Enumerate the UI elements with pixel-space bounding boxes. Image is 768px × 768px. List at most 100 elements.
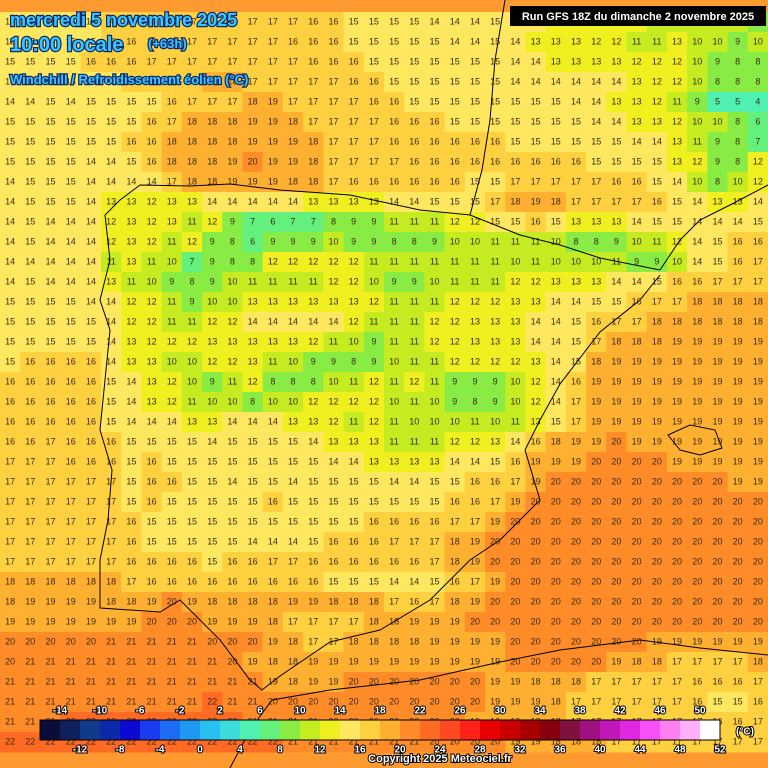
- cell-value: 19: [611, 656, 621, 666]
- cell-value: 19: [611, 356, 621, 366]
- cell: [646, 112, 668, 133]
- cell-value: 15: [106, 376, 116, 386]
- cell: [20, 312, 41, 333]
- cell-value: 14: [66, 96, 76, 106]
- cell-value: 17: [632, 316, 642, 326]
- cell-value: 20: [551, 476, 561, 486]
- cell: [586, 512, 607, 533]
- cell: [242, 232, 264, 253]
- cell-value: 9: [351, 236, 356, 246]
- cell: [303, 232, 324, 253]
- cell-value: 19: [692, 376, 702, 386]
- cell-value: 16: [5, 376, 15, 386]
- cell-value: 13: [632, 76, 642, 86]
- cell-value: 19: [470, 596, 480, 606]
- cell: [101, 332, 122, 353]
- cell: [303, 112, 324, 133]
- cell: [80, 532, 102, 553]
- cell: [646, 412, 668, 433]
- cell-value: 15: [510, 136, 520, 146]
- cell: [181, 52, 203, 73]
- cell: [20, 412, 41, 433]
- cell-value: 18: [652, 316, 662, 326]
- cell: [545, 332, 567, 353]
- cell-value: 17: [227, 36, 237, 46]
- cell-value: 20: [712, 476, 722, 486]
- cell-value: 19: [288, 596, 298, 606]
- cell-value: 19: [207, 616, 217, 626]
- cell: [505, 552, 526, 573]
- cell: [202, 492, 223, 513]
- cell: [101, 552, 122, 573]
- cell-value: 20: [531, 576, 541, 586]
- cell-value: 21: [126, 636, 136, 646]
- cell-value: 15: [25, 136, 35, 146]
- cell: [707, 312, 729, 333]
- cell-value: 13: [147, 396, 157, 406]
- legend-tick-label: 12: [314, 745, 326, 756]
- cell-value: 15: [126, 456, 136, 466]
- cell: [0, 572, 21, 593]
- cell-value: 19: [733, 636, 743, 646]
- cell-value: 15: [25, 56, 35, 66]
- cell: [666, 152, 688, 173]
- cell: [242, 212, 264, 233]
- cell-value: 17: [571, 416, 581, 426]
- cell: [181, 292, 203, 313]
- cell-value: 15: [268, 436, 278, 446]
- cell: [161, 392, 183, 413]
- cell-value: 18: [288, 636, 298, 646]
- cell: [101, 12, 122, 33]
- cell: [545, 312, 567, 333]
- cell: [606, 312, 628, 333]
- cell: [80, 252, 102, 273]
- cell: [727, 92, 749, 113]
- cell-value: 11: [187, 216, 196, 226]
- cell: [262, 152, 284, 173]
- cell-value: 21: [106, 696, 116, 706]
- cell: [202, 332, 223, 353]
- cell-value: 15: [490, 176, 500, 186]
- cell: [384, 72, 405, 93]
- cell-value: 15: [268, 476, 278, 486]
- cell-value: 15: [470, 56, 480, 66]
- cell-value: 17: [227, 96, 237, 106]
- cell-value: 12: [167, 396, 177, 406]
- cell-value: 16: [308, 36, 318, 46]
- cell-value: 12: [753, 176, 763, 186]
- cell: [202, 72, 223, 93]
- cell-value: 12: [652, 76, 662, 86]
- cell-value: 17: [349, 116, 359, 126]
- cell: [404, 52, 425, 73]
- cell-value: 15: [167, 536, 177, 546]
- legend-swatch: [300, 720, 321, 740]
- cell: [707, 552, 729, 573]
- cell-value: 18: [227, 596, 237, 606]
- cell-value: 15: [25, 296, 35, 306]
- cell-value: 17: [207, 36, 217, 46]
- cell: [60, 72, 82, 93]
- cell-value: 15: [167, 456, 177, 466]
- cell: [444, 92, 466, 113]
- legend-tick-label: 2: [217, 706, 223, 717]
- cell: [666, 92, 688, 113]
- cell-value: 16: [571, 156, 581, 166]
- cell-value: 8: [735, 156, 740, 166]
- cell: [282, 572, 304, 593]
- cell-value: 18: [106, 576, 116, 586]
- cell-value: 19: [531, 196, 541, 206]
- cell: [40, 112, 62, 133]
- cell: [606, 392, 628, 413]
- cell-value: 15: [167, 496, 177, 506]
- cell-value: 16: [147, 496, 157, 506]
- cell: [464, 472, 486, 493]
- cell-value: 10: [632, 236, 642, 246]
- cell: [121, 312, 142, 333]
- cell: [586, 292, 607, 313]
- cell-value: 15: [430, 36, 440, 46]
- cell: [586, 52, 607, 73]
- cell: [20, 452, 41, 473]
- cell: [525, 332, 547, 353]
- cell-value: 13: [712, 196, 722, 206]
